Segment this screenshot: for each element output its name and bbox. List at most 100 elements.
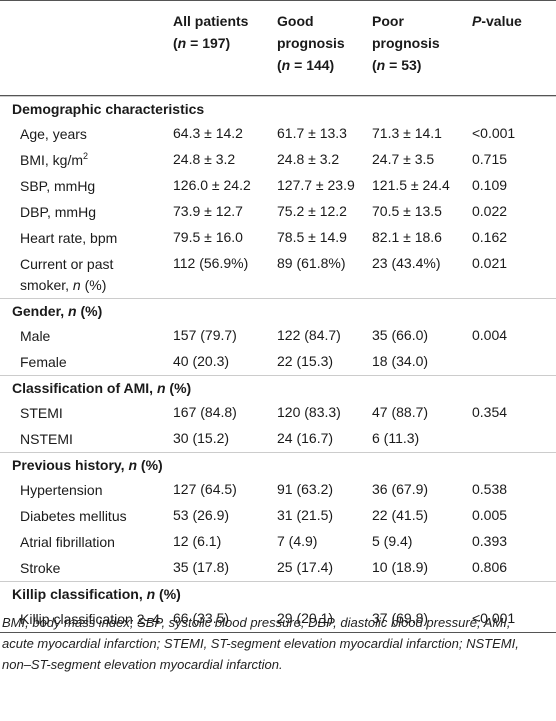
row-label: Diabetes mellitus bbox=[0, 503, 165, 529]
text-segment: ( bbox=[372, 57, 377, 73]
text-segment: SBP, mmHg bbox=[20, 178, 96, 194]
table-cell: <0.001 bbox=[472, 125, 516, 141]
table-row: STEMI 167 (84.8) 120 (83.3) 47 (88.7) 0.354 bbox=[0, 400, 556, 426]
table-cell: 112 (56.9%) bbox=[173, 255, 249, 271]
table-cell: 127 (64.5) bbox=[173, 481, 237, 497]
text-segment: Gender, bbox=[12, 303, 69, 319]
table-row: Killip classification 2–4 66 (33.5) 29 (20… bbox=[0, 606, 556, 632]
table-cell: 75.2 ± 12.2 bbox=[277, 203, 347, 219]
header-line: prognosis bbox=[372, 32, 440, 54]
text-segment: -value bbox=[481, 13, 522, 29]
table-cell: 0.538 bbox=[472, 481, 508, 497]
table-cell: 23 (43.4%) bbox=[372, 255, 441, 271]
text-segment: DBP, mmHg bbox=[20, 204, 96, 220]
table-row: NSTEMI 30 (15.2) 24 (16.7) 6 (11.3) bbox=[0, 426, 556, 452]
text-segment: Killip classification, bbox=[12, 586, 147, 602]
table-cell: 0.393 bbox=[472, 533, 508, 549]
table-cell: 7 (4.9) bbox=[277, 533, 318, 549]
text-segment: P bbox=[472, 13, 482, 29]
table-cell: 0.005 bbox=[472, 507, 508, 523]
text-segment: Previous history, bbox=[12, 457, 129, 473]
text-segment: Killip classification 2–4 bbox=[20, 611, 161, 627]
text-segment: n bbox=[68, 303, 77, 319]
table-cell: 35 (17.8) bbox=[173, 559, 230, 575]
column-header: All patients (n = 197) bbox=[173, 10, 248, 54]
table-row: Current or past smoker, n (%) 112 (56.9%)… bbox=[0, 251, 556, 298]
table-cell: 0.004 bbox=[472, 327, 508, 343]
table-cell: 25 (17.4) bbox=[277, 559, 334, 575]
text-segment: n bbox=[376, 57, 386, 73]
header-line: P-value bbox=[472, 10, 522, 32]
table-cell: 0.806 bbox=[472, 559, 508, 575]
text-segment: = 144) bbox=[290, 57, 335, 73]
text-segment: n bbox=[281, 57, 291, 73]
table-cell: 22 (41.5) bbox=[372, 507, 429, 523]
text-segment: Diabetes mellitus bbox=[20, 508, 127, 524]
table-cell: 53 (26.9) bbox=[173, 507, 230, 523]
section-title: Killip classification, n (%) bbox=[0, 581, 556, 606]
header-line: (n = 197) bbox=[173, 32, 248, 54]
text-segment: Male bbox=[20, 328, 51, 344]
row-label: DBP, mmHg bbox=[0, 199, 165, 225]
table-cell: 29 (20.1) bbox=[277, 610, 334, 626]
text-segment: n bbox=[72, 277, 81, 293]
row-label: NSTEMI bbox=[0, 426, 165, 452]
text-segment: Classification of AMI, bbox=[12, 380, 157, 396]
header-row: All patients (n = 197) Good prognosis (n = 1… bbox=[0, 1, 556, 96]
table-cell: 120 (83.3) bbox=[277, 404, 341, 420]
row-label: Stroke bbox=[0, 555, 165, 581]
table-cell: 18 (34.0) bbox=[372, 353, 429, 369]
row-label: Male bbox=[0, 323, 165, 349]
text-segment: All patients bbox=[173, 13, 249, 29]
table-cell: 127.7 ± 23.9 bbox=[277, 177, 355, 193]
section-title: Gender, n (%) bbox=[0, 298, 556, 323]
text-segment: Stroke bbox=[20, 560, 61, 576]
text-segment: Hypertension bbox=[20, 482, 103, 498]
table-cell: 0.022 bbox=[472, 203, 508, 219]
text-segment: (%) bbox=[80, 277, 107, 293]
table-cell: 79.5 ± 16.0 bbox=[173, 229, 243, 245]
table-cell: 24 (16.7) bbox=[277, 430, 334, 446]
text-segment: n bbox=[156, 380, 166, 396]
table-cell: 82.1 ± 18.6 bbox=[372, 229, 442, 245]
table-row: Atrial fibrillation 12 (6.1) 7 (4.9) 5 (9.4… bbox=[0, 529, 556, 555]
row-label: STEMI bbox=[0, 400, 165, 426]
table: All patients (n = 197) Good prognosis (n = 1… bbox=[0, 0, 556, 633]
table-row: Hypertension 127 (64.5) 91 (63.2) 36 (67.9)… bbox=[0, 477, 556, 503]
header-line: prognosis bbox=[277, 32, 345, 54]
row-label: Heart rate, bpm bbox=[0, 225, 165, 251]
table-cell: 35 (66.0) bbox=[372, 327, 429, 343]
text-segment: Poor bbox=[372, 13, 404, 29]
text-segment: (%) bbox=[155, 586, 181, 602]
header-line: Poor bbox=[372, 10, 440, 32]
text-segment: n bbox=[128, 457, 138, 473]
text-segment: Atrial fibrillation bbox=[20, 534, 115, 550]
text-segment: BMI, kg/m bbox=[20, 152, 84, 168]
table-cell: 6 (11.3) bbox=[372, 430, 420, 446]
table-cell: 5 (9.4) bbox=[372, 533, 413, 549]
table-cell: 24.7 ± 3.5 bbox=[372, 151, 435, 167]
table-cell: 126.0 ± 24.2 bbox=[173, 177, 251, 193]
table-cell: 64.3 ± 14.2 bbox=[173, 125, 243, 141]
table-cell: 157 (79.7) bbox=[173, 327, 237, 343]
row-label: Hypertension bbox=[0, 477, 165, 503]
table-row: Stroke 35 (17.8) 25 (17.4) 10 (18.9) 0.806 bbox=[0, 555, 556, 581]
row-label: Female bbox=[0, 349, 165, 375]
text-segment: prognosis bbox=[372, 35, 440, 51]
header-line: (n = 144) bbox=[277, 54, 345, 76]
row-label: Killip classification 2–4 bbox=[0, 606, 165, 632]
header-line: Good bbox=[277, 10, 345, 32]
table-cell: 24.8 ± 3.2 bbox=[173, 151, 236, 167]
row-label: SBP, mmHg bbox=[0, 173, 165, 199]
column-header: Poor prognosis (n = 53) bbox=[372, 10, 440, 76]
table-cell: 40 (20.3) bbox=[173, 353, 230, 369]
text-segment: ( bbox=[173, 35, 178, 51]
text-segment: Current or past smoker, bbox=[20, 256, 114, 293]
table-cell: 37 (69.8) bbox=[372, 610, 429, 626]
row-label: Atrial fibrillation bbox=[0, 529, 165, 555]
table-cell: 10 (18.9) bbox=[372, 559, 429, 575]
column-header: Good prognosis (n = 144) bbox=[277, 10, 345, 76]
table-cell: 24.8 ± 3.2 bbox=[277, 151, 340, 167]
table-row: DBP, mmHg 73.9 ± 12.7 75.2 ± 12.2 70.5 ± 13… bbox=[0, 199, 556, 225]
text-segment: (%) bbox=[137, 457, 163, 473]
